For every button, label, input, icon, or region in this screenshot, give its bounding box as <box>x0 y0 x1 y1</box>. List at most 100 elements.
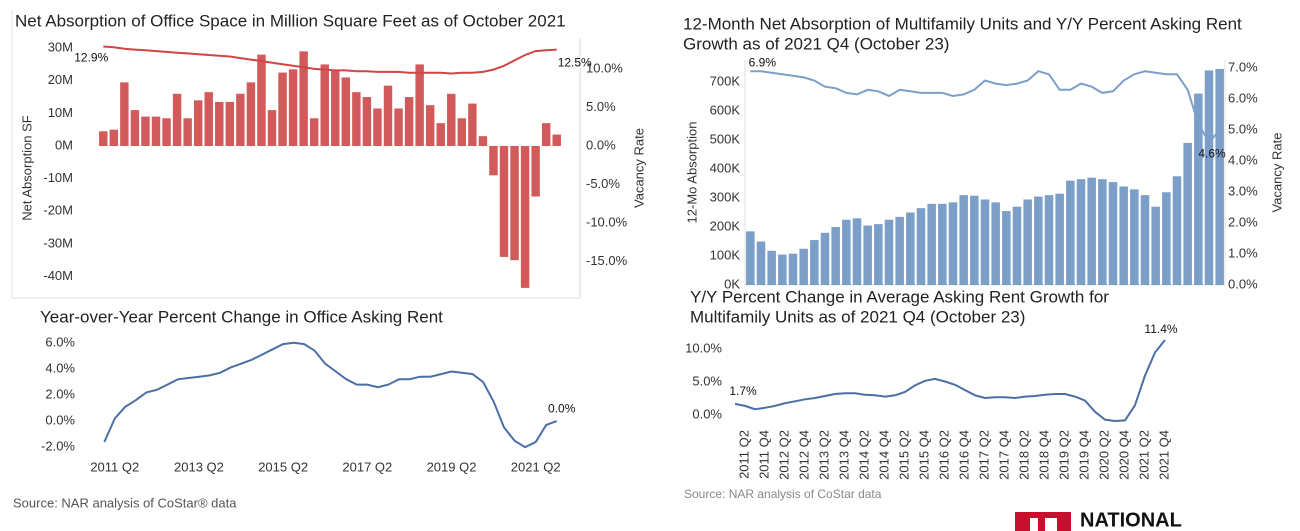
bar <box>162 118 171 146</box>
bar <box>927 203 936 285</box>
bar <box>756 241 766 285</box>
bar <box>362 97 372 146</box>
bar <box>884 219 894 285</box>
logo-text: NATIONAL <box>1080 509 1182 531</box>
x-tick-label: 2020 Q2 <box>1096 430 1111 480</box>
y-tick-label: -20M <box>43 203 73 218</box>
bar <box>916 208 926 285</box>
x-tick-label: 2013 Q4 <box>836 430 851 480</box>
y-tick-label: 100K <box>710 247 741 262</box>
y2-tick-label: 10.0% <box>586 60 623 75</box>
y-tick-label: 300K <box>710 189 741 204</box>
y-tick-label: 500K <box>710 131 741 146</box>
y-tick-label: 0.0% <box>45 413 75 428</box>
y-tick-label: 20M <box>48 72 73 87</box>
bar <box>1044 195 1054 285</box>
y-tick-label: 30M <box>48 40 73 55</box>
data-label: 6.9% <box>749 55 777 69</box>
x-tick-label: 2018 Q4 <box>1036 430 1051 480</box>
bar <box>267 110 277 146</box>
x-tick-label: 2018 Q2 <box>1016 430 1031 480</box>
x-tick-label: 2021 Q2 <box>1136 430 1151 480</box>
line <box>103 341 558 449</box>
y2-tick-label: 7.0% <box>1228 59 1258 74</box>
x-tick-label: 2017 Q2 <box>342 459 392 474</box>
logo-mark <box>1030 518 1038 531</box>
bar <box>172 93 182 146</box>
x-tick-label: 2021 Q2 <box>511 459 561 474</box>
logo-mark <box>1015 512 1071 531</box>
bar <box>1076 179 1086 285</box>
bar <box>99 131 108 146</box>
x-tick-label: 2015 Q2 <box>258 459 308 474</box>
bar <box>746 231 755 285</box>
y-tick-label: 4.0% <box>45 360 75 375</box>
x-tick-label: 2021 Q4 <box>1156 430 1171 480</box>
chart-title: Year-over-Year Percent Change in Office … <box>40 307 443 326</box>
x-tick-label: 2013 Q2 <box>816 430 831 480</box>
y-tick-label: 10.0% <box>685 341 722 356</box>
bar <box>1130 189 1139 285</box>
bar <box>288 69 298 146</box>
x-tick-label: 2015 Q2 <box>896 430 911 480</box>
bar <box>1108 182 1118 285</box>
bar <box>415 64 424 146</box>
y-tick-label: 0.0% <box>692 407 722 422</box>
x-tick-label: 2019 Q2 <box>427 459 477 474</box>
bar <box>874 224 883 285</box>
bar <box>970 195 979 285</box>
bar <box>959 195 968 285</box>
bar <box>341 77 351 146</box>
data-label: 0.0% <box>548 401 576 415</box>
bar <box>204 92 213 146</box>
y2-tick-label: -15.0% <box>586 253 628 268</box>
line <box>103 45 557 75</box>
x-tick-label: 2019 Q4 <box>1076 430 1091 480</box>
x-tick-label: 2012 Q2 <box>776 430 791 480</box>
bar <box>309 118 319 146</box>
y-axis-title: Net Absorption SF <box>19 115 34 221</box>
bar <box>1140 195 1150 285</box>
bar <box>831 227 840 285</box>
bar <box>991 202 1000 285</box>
bar <box>1151 206 1160 285</box>
bar <box>1087 177 1096 285</box>
bar <box>1034 196 1043 285</box>
bar <box>1204 70 1214 285</box>
bar <box>478 136 488 146</box>
chart-title: Multifamily Units as of 2021 Q4 (October… <box>690 307 1025 326</box>
y-tick-label: 0M <box>55 137 73 152</box>
y-tick-label: -2.0% <box>41 439 75 454</box>
bar <box>906 212 915 285</box>
bar <box>895 216 904 285</box>
bar <box>810 240 819 285</box>
bar <box>788 253 798 285</box>
bar <box>120 82 129 146</box>
bar <box>1162 192 1171 285</box>
x-tick-label: 2015 Q4 <box>916 430 931 480</box>
bar <box>193 100 203 146</box>
y-axis-title: 12-Mo Absorption <box>684 122 699 224</box>
data-label: 12.5% <box>558 56 592 70</box>
source-note: Source: NAR analysis of CoStar® data <box>13 495 237 510</box>
bar <box>141 116 150 146</box>
x-tick-label: 2016 Q4 <box>956 430 971 480</box>
bar <box>331 70 340 146</box>
bar <box>1055 193 1064 285</box>
bar <box>1066 180 1075 285</box>
x-tick-label: 2020 Q4 <box>1116 430 1131 480</box>
y2-tick-label: -10.0% <box>586 215 628 230</box>
y2-tick-label: 2.0% <box>1228 214 1258 229</box>
x-tick-label: 2014 Q2 <box>856 430 871 480</box>
y2-axis-title: Vacancy Rate <box>631 128 646 208</box>
bar <box>1012 206 1022 285</box>
bar <box>373 108 382 146</box>
y-tick-label: -40M <box>43 268 73 283</box>
x-tick-label: 2016 Q2 <box>936 430 951 480</box>
bar <box>436 123 445 146</box>
bar <box>842 219 851 285</box>
y-tick-label: 400K <box>710 160 741 175</box>
bar <box>1172 176 1182 285</box>
bar <box>531 145 540 197</box>
